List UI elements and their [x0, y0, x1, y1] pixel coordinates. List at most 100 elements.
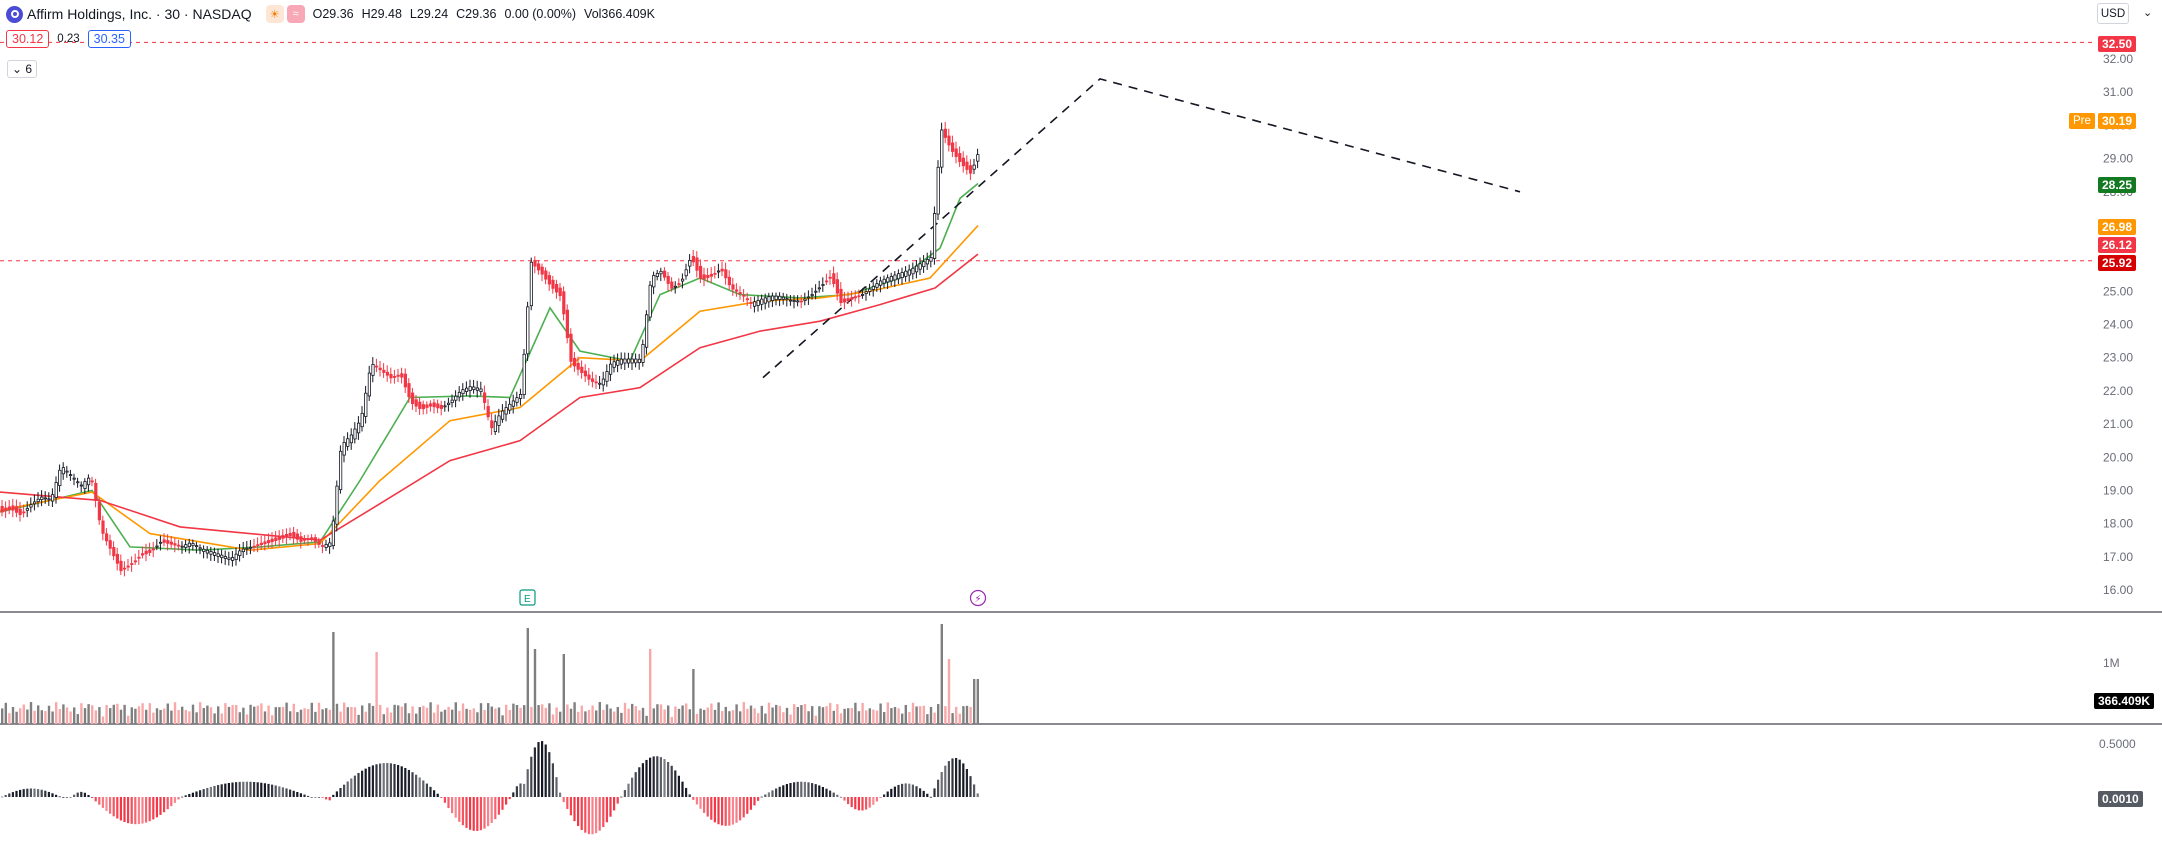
candle-body: [947, 135, 951, 146]
volume-bar: [238, 712, 241, 724]
volume-bar: [191, 704, 195, 724]
candle-body: [616, 359, 620, 366]
oscillator-bar: [962, 763, 965, 797]
volume-bar: [814, 715, 817, 724]
volume-bar: [242, 707, 245, 724]
oscillator-bar: [847, 797, 850, 805]
volume-bar: [404, 703, 407, 724]
candle-body: [666, 275, 670, 284]
ema-slow-price-tag: 26.12: [2098, 237, 2137, 253]
ask-price-button[interactable]: 30.35: [87, 30, 131, 48]
candle-body: [576, 362, 580, 370]
candle-body: [717, 270, 721, 273]
candle-body: [349, 434, 354, 444]
oscillator-bar: [573, 797, 576, 822]
candle-body: [126, 565, 130, 568]
volume-bar: [274, 707, 277, 724]
volume-bar: [173, 702, 177, 724]
candle-body: [537, 263, 541, 271]
volume-bar: [883, 712, 886, 724]
oscillator-bar: [332, 794, 335, 797]
oscillator-bar: [713, 797, 716, 823]
oscillator-bar: [735, 797, 738, 823]
currency-chevron-icon[interactable]: ⌄: [2143, 7, 2153, 19]
volume-bar: [213, 713, 216, 724]
volume-bar: [389, 712, 393, 724]
candle-body: [623, 358, 627, 364]
oscillator-bar: [857, 797, 860, 811]
bid-price-button[interactable]: 30.12: [6, 30, 50, 48]
candle-body: [814, 290, 818, 293]
volume-bar: [15, 711, 18, 724]
candle-body: [778, 295, 782, 300]
symbol-title[interactable]: Affirm Holdings, Inc. · 30 · NASDAQ: [27, 6, 252, 22]
candle-body: [475, 387, 480, 391]
volume-bar: [692, 669, 695, 724]
candle-body: [94, 482, 98, 501]
candle-body: [22, 511, 26, 514]
candle-body: [259, 542, 264, 546]
candle-body: [25, 508, 30, 511]
candle-body: [598, 382, 602, 385]
oscillator-bar: [901, 783, 904, 797]
candle-body: [943, 128, 948, 138]
oscillator-bar: [699, 797, 702, 809]
oscillator-bar: [425, 783, 428, 797]
candle-body: [367, 372, 372, 397]
oscillator-bar: [692, 797, 695, 800]
volume-bar: [267, 705, 270, 724]
candle-body: [493, 421, 498, 432]
candle-body: [821, 284, 825, 286]
oscillator-bar: [177, 797, 180, 800]
volume-bar: [962, 706, 965, 724]
oscillator-bar: [778, 786, 781, 797]
oscillator-bar: [227, 783, 230, 797]
candle-body: [396, 374, 400, 377]
oscillator-bar: [559, 792, 562, 797]
volume-bar: [472, 708, 475, 724]
volume-bar: [937, 704, 940, 724]
oscillator-bar: [677, 775, 680, 797]
volume-bar: [119, 709, 123, 724]
volume-bar: [577, 711, 580, 724]
oscillator-bar: [47, 791, 50, 797]
volume-bar: [699, 708, 702, 724]
candle-body: [65, 470, 69, 473]
oscillator-bar: [260, 782, 263, 797]
volume-bar: [375, 652, 378, 724]
candle-body: [652, 275, 656, 288]
volume-bar: [955, 706, 958, 724]
candle-body: [191, 543, 195, 547]
volume-bar: [598, 702, 601, 724]
volume-bar: [746, 708, 749, 724]
oscillator-bar: [706, 797, 709, 817]
data-wave-icon[interactable]: ≈: [286, 5, 305, 23]
volume-bar: [713, 709, 717, 724]
oscillator-bar: [62, 797, 65, 798]
volume-bar: [65, 707, 69, 724]
oscillator-bar: [199, 790, 202, 797]
indicators-toggle-button[interactable]: ⌄ 6: [7, 60, 38, 78]
oscillator-bar: [598, 797, 601, 831]
oscillator-bar: [451, 797, 454, 814]
oscillator-bar: [764, 794, 767, 797]
candle-body: [688, 259, 692, 267]
candle-body: [198, 547, 202, 550]
candle-body: [4, 507, 8, 512]
y-axis-tick-label: 20.00: [2103, 450, 2133, 464]
oscillator-bar: [627, 783, 630, 797]
oscillator-bar: [116, 797, 119, 819]
candle-body: [569, 333, 573, 362]
volume-bar: [105, 704, 108, 724]
volume-bar: [695, 713, 699, 724]
volume-bar: [490, 706, 493, 724]
market-open-sun-icon[interactable]: ☀: [265, 5, 284, 23]
oscillator-bar: [512, 792, 515, 797]
candle-body: [353, 428, 357, 440]
oscillator-bar: [742, 797, 745, 818]
oscillator-bar: [965, 768, 968, 797]
currency-button[interactable]: USD: [2097, 3, 2129, 24]
candle-body: [79, 484, 83, 487]
volume-bar: [645, 715, 648, 724]
